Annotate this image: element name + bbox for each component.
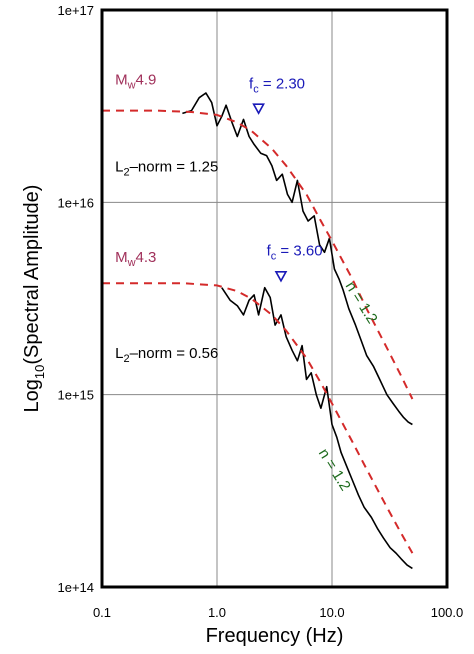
y-axis-title-main: Log — [21, 379, 43, 412]
observed-spectrum — [182, 92, 413, 426]
x-tick-label: 100.0 — [431, 605, 464, 620]
x-tick-label: 0.1 — [93, 605, 111, 620]
y-axis-title: Log10(Spectral Amplitude) — [21, 185, 47, 413]
x-tick-label: 1.0 — [208, 605, 226, 620]
y-tick-label: 1e+15 — [57, 388, 94, 403]
series-layer — [102, 92, 414, 570]
y-tick-label: 1e+17 — [57, 3, 94, 18]
y-tick-label: 1e+16 — [57, 195, 94, 210]
x-tick-label: 10.0 — [319, 605, 344, 620]
corner-frequency-marker — [274, 271, 288, 283]
corner-label: fc = 2.30 — [249, 76, 305, 96]
corner-label: fc = 3.60 — [267, 242, 323, 262]
model-curve — [102, 109, 414, 400]
y-axis-title-rest: (Spectral Amplitude) — [21, 185, 43, 365]
norm-label: L2–norm = 1.25 — [115, 158, 218, 178]
grid — [101, 9, 448, 588]
y-tick-labels: 1e+14 1e+15 1e+16 1e+17 — [57, 3, 94, 595]
x-tick-labels: 0.1 1.0 10.0 100.0 — [93, 605, 463, 620]
magnitude-label: Mw4.9 — [115, 71, 156, 91]
y-axis-title-sub: 10 — [32, 365, 47, 379]
corner-frequency-marker — [252, 103, 265, 115]
norm-label: L2–norm = 0.56 — [115, 345, 218, 365]
observed-spectrum — [221, 286, 413, 570]
magnitude-label: Mw4.3 — [115, 249, 156, 269]
plot-frame — [100, 8, 449, 589]
y-tick-label: 1e+14 — [57, 580, 94, 595]
x-axis-title: Frequency (Hz) — [206, 625, 344, 647]
